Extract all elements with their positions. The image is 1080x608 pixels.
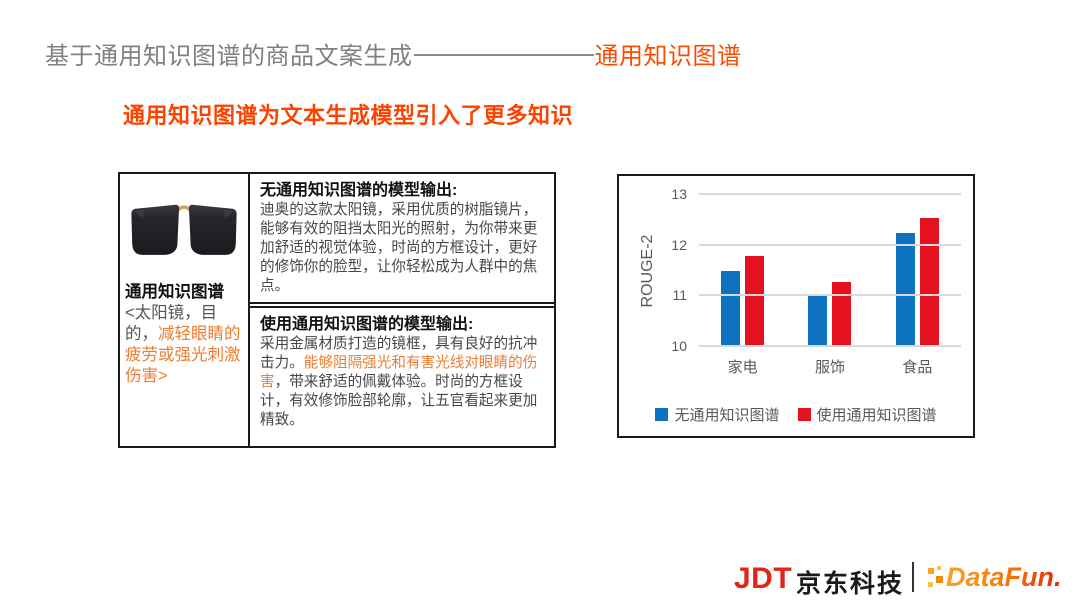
model-outputs-panel: 无通用知识图谱的模型输出: 迪奥的这款太阳镜，采用优质的树脂镜片，能够有效的阻挡… xyxy=(250,174,554,446)
example-comparison-box: 通用知识图谱 <太阳镜，目的，减轻眼睛的疲劳或强光刺激伤害> 无通用知识图谱的模… xyxy=(118,172,556,448)
gridline xyxy=(699,193,961,195)
bar-使用通用知识图谱-食品 xyxy=(919,217,939,346)
y-tick-label: 13 xyxy=(671,186,687,202)
knowledge-graph-panel: 通用知识图谱 <太阳镜，目的，减轻眼睛的疲劳或强光刺激伤害> xyxy=(120,174,250,446)
output-with-kg-body-highlight: 能够阻隔强光和有害光线对眼睛的伤害 xyxy=(260,354,538,390)
output-with-kg-heading: 使用通用知识图谱的模型输出: xyxy=(260,316,474,333)
bar-使用通用知识图谱-家电 xyxy=(745,255,765,346)
legend-item: 使用通用知识图谱 xyxy=(797,404,937,425)
y-tick-label: 12 xyxy=(671,236,687,253)
legend-label: 使用通用知识图谱 xyxy=(816,407,937,424)
legend-swatch-icon xyxy=(797,408,811,421)
rouge-bar-chart: ROUGE-2 10 11 12 13 家电 服饰 食品 无通用知识图谱 使用通用知识图谱 xyxy=(617,174,975,438)
bar-无通用知识图谱-食品 xyxy=(895,233,915,346)
datafun-dot-icon xyxy=(928,568,934,574)
jdt-logo: JDT xyxy=(734,562,793,595)
output-with-kg: 使用通用知识图谱的模型输出: 采用金属材质打造的镜框，具有良好的抗冲击力。能够阻… xyxy=(250,306,554,446)
caption-title: 通用知识图谱 xyxy=(125,283,224,301)
gridline xyxy=(699,345,961,347)
output-without-kg-heading: 无通用知识图谱的模型输出: xyxy=(260,182,458,199)
title-dash-line xyxy=(413,53,594,56)
legend-item: 无通用知识图谱 xyxy=(655,404,780,425)
bar-无通用知识图谱-服饰 xyxy=(808,293,828,346)
datafun-logo: DataFun. xyxy=(946,562,1062,592)
bar-使用通用知识图谱-服饰 xyxy=(832,281,852,346)
title-text-orange: 通用知识图谱 xyxy=(594,43,742,70)
caption-triple-prefix: <太阳镜，目的， xyxy=(125,304,218,344)
title-text-gray: 基于通用知识图谱的商品文案生成 xyxy=(45,43,413,70)
category-label-食品: 食品 xyxy=(902,359,933,376)
jd-tech-logo-text: 京东科技 xyxy=(796,570,905,598)
chart-plot xyxy=(699,193,961,347)
category-label-服饰: 服饰 xyxy=(814,359,845,376)
logo-divider xyxy=(912,562,914,592)
output-with-kg-body-post: ，带来舒适的佩戴体验。时尚的方框设计，有效修饰脸部轮廓，让五官看起来更加精致。 xyxy=(260,373,538,428)
gridline xyxy=(699,243,961,246)
legend-swatch-icon xyxy=(655,408,669,421)
knowledge-graph-caption: 通用知识图谱 <太阳镜，目的，减轻眼睛的疲劳或强光刺激伤害> xyxy=(125,282,243,388)
datafun-dot-icon xyxy=(937,566,941,570)
legend-label: 无通用知识图谱 xyxy=(674,407,780,424)
bar-无通用知识图谱-家电 xyxy=(721,271,741,346)
footer: JDT 京东科技 DataFun. xyxy=(0,558,1080,600)
bar-group-食品 xyxy=(874,194,961,346)
y-tick-label: 11 xyxy=(672,287,687,304)
bar-group-服饰 xyxy=(786,194,873,346)
bar-group-家电 xyxy=(699,194,786,346)
category-label-家电: 家电 xyxy=(727,359,758,376)
gridline xyxy=(699,294,961,297)
y-tick-label: 10 xyxy=(671,338,687,354)
output-with-kg-body-pre: 采用金属材质打造的镜框，具有良好的抗冲击力。 xyxy=(260,336,538,371)
datafun-dot-icon xyxy=(928,582,933,587)
output-without-kg-body: 迪奥的这款太阳镜，采用优质的树脂镜片，能够有效的阻挡太阳光的照射，为你带来更加舒… xyxy=(260,202,538,294)
chart-bar-groups xyxy=(699,194,961,346)
output-with-kg-body: 采用金属材质打造的镜框，具有良好的抗冲击力。能够阻隔强光和有害光线对眼睛的伤害，… xyxy=(260,335,544,430)
sunglasses-icon xyxy=(131,204,237,255)
output-without-kg: 无通用知识图谱的模型输出: 迪奥的这款太阳镜，采用优质的树脂镜片，能够有效的阻挡… xyxy=(250,174,554,304)
sunglasses-image xyxy=(125,194,243,268)
chart-legend: 无通用知识图谱 使用通用知识图谱 xyxy=(619,404,973,425)
chart-category-labels: 家电 服饰 食品 xyxy=(699,356,961,377)
subtitle: 通用知识图谱为文本生成模型引入了更多知识 xyxy=(123,103,574,128)
chart-y-ticks: 10 11 12 13 xyxy=(649,186,687,354)
caption-triple-highlight: 减轻眼睛的疲劳或强光刺激伤害> xyxy=(125,325,241,386)
datafun-dot-icon xyxy=(936,576,943,583)
page-title: 基于通用知识图谱的商品文案生成 通用知识图谱 xyxy=(45,36,742,71)
